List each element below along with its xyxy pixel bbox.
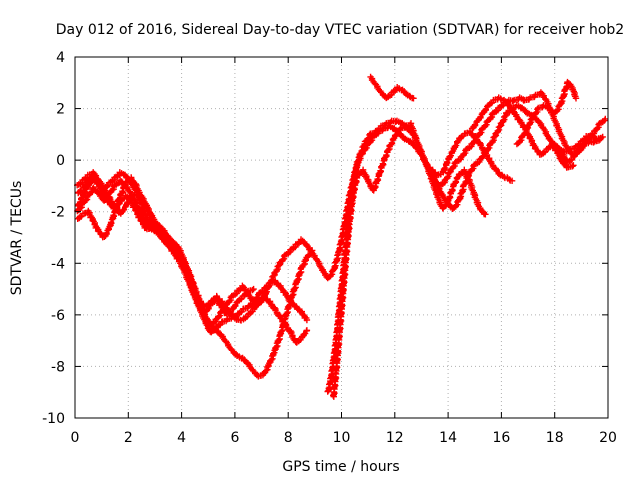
series-markers (330, 120, 489, 400)
x-tick-label: 4 (177, 430, 186, 446)
y-tick-label: 0 (56, 153, 65, 169)
y-tick-label: -10 (42, 411, 65, 427)
x-tick-label: 16 (492, 430, 510, 446)
x-tick-label: 6 (230, 430, 239, 446)
series-markers (513, 78, 580, 148)
x-tick-label: 20 (599, 430, 617, 446)
series-8 (367, 73, 417, 102)
ticks (74, 56, 609, 419)
x-tick-label: 2 (124, 430, 133, 446)
series-11 (513, 78, 580, 148)
series-5 (74, 192, 257, 318)
series-9 (424, 127, 516, 184)
x-tick-label: 0 (71, 430, 80, 446)
series-7 (330, 120, 489, 400)
y-axis-title: SDTVAR / TECUs (9, 181, 25, 296)
y-tick-label: -6 (51, 308, 65, 324)
series-markers (549, 140, 577, 171)
series-markers (367, 73, 417, 102)
x-tick-label: 12 (386, 430, 404, 446)
series-12 (549, 140, 577, 171)
y-tick-label: 4 (56, 50, 65, 66)
x-tick-label: 14 (439, 430, 457, 446)
y-tick-label: 2 (56, 102, 65, 118)
y-tick-label: -8 (51, 359, 65, 375)
y-tick-label: -4 (51, 256, 65, 272)
data-points (74, 73, 609, 400)
x-tick-label: 10 (333, 430, 351, 446)
series-markers (74, 192, 257, 318)
chart-title: Day 012 of 2016, Sidereal Day-to-day VTE… (56, 22, 624, 38)
x-axis-title: GPS time / hours (282, 459, 399, 475)
x-tick-label: 8 (284, 430, 293, 446)
series-markers (424, 127, 516, 184)
y-tick-label: -2 (51, 205, 65, 221)
x-tick-label: 18 (546, 430, 564, 446)
